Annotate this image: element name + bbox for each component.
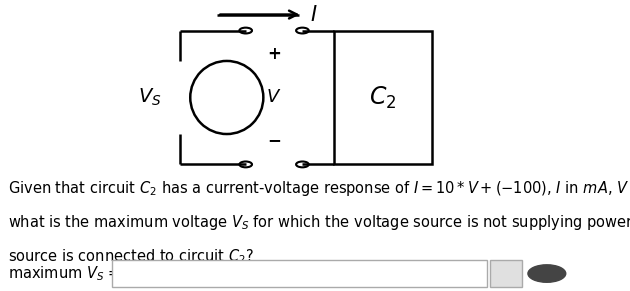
Text: ?: ?	[543, 267, 551, 281]
Ellipse shape	[190, 61, 263, 134]
FancyBboxPatch shape	[112, 260, 487, 288]
Text: source is connected to circuit $C_2$?: source is connected to circuit $C_2$?	[8, 248, 254, 266]
Text: +: +	[267, 45, 281, 63]
Text: Given that circuit $C_2$ has a current-voltage response of $I = 10 * V + (-100)$: Given that circuit $C_2$ has a current-v…	[8, 179, 630, 198]
Text: $I$: $I$	[310, 5, 318, 24]
Text: maximum $V_S$ =: maximum $V_S$ =	[8, 264, 120, 283]
FancyBboxPatch shape	[334, 31, 432, 164]
Text: $V_S$: $V_S$	[139, 87, 162, 108]
Circle shape	[528, 265, 566, 282]
Text: what is the maximum voltage $V_S$ for which the voltage source is not supplying : what is the maximum voltage $V_S$ for wh…	[8, 213, 630, 232]
Text: +: +	[219, 76, 234, 94]
Text: number (rtol=0.01, atol=1e-05): number (rtol=0.01, atol=1e-05)	[118, 267, 331, 280]
Text: $V$: $V$	[266, 88, 282, 107]
Text: $C_2$: $C_2$	[369, 84, 396, 111]
Text: −: −	[219, 102, 234, 120]
Text: V: V	[501, 266, 511, 281]
FancyBboxPatch shape	[490, 260, 522, 288]
Text: −: −	[267, 131, 281, 149]
